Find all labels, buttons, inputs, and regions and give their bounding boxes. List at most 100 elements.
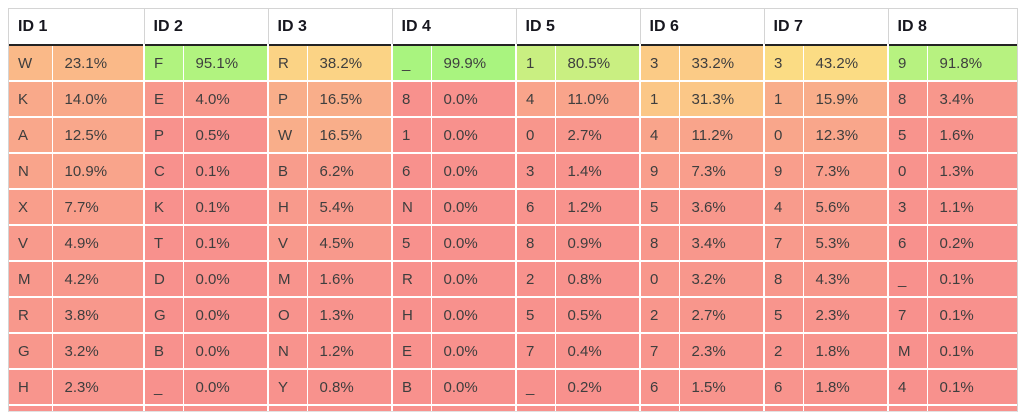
probability-cell: 5.6% bbox=[802, 188, 888, 225]
probability-cell: 43.2% bbox=[802, 45, 888, 81]
probability-cell: 0.0% bbox=[430, 332, 516, 369]
probability-cell: 7.3% bbox=[678, 152, 764, 189]
char-cell: H bbox=[391, 296, 431, 333]
probability-cell: 2.3% bbox=[802, 296, 888, 333]
char-cell: 9 bbox=[887, 45, 927, 81]
char-cell: 7 bbox=[887, 296, 927, 333]
char-cell bbox=[639, 404, 679, 411]
heatmap-table: ID 1 ID 2 ID 3 ID 4 ID 5 ID 6 ID 7 ID 8 W 23.1% F… bbox=[9, 9, 1017, 411]
probability-cell: 0.9% bbox=[554, 224, 640, 261]
char-cell: 7 bbox=[515, 332, 555, 369]
column-header: ID 8 bbox=[887, 9, 1017, 45]
char-cell: C bbox=[143, 152, 183, 189]
probability-cell: 10.9% bbox=[51, 152, 144, 189]
probability-cell: 7.3% bbox=[802, 152, 888, 189]
probability-cell: 16.5% bbox=[306, 80, 392, 117]
table-row: R 3.8% G 0.0% O 1.3% H 0.0% 5 0.5% 2 2.7% 5 2.3% 7 0.1% bbox=[9, 296, 1017, 333]
char-cell: 2 bbox=[515, 260, 555, 297]
table-row: W 23.1% F 95.1% R 38.2% _ 99.9% 1 80.5% 3 33.2% 3 43.… bbox=[9, 45, 1017, 81]
char-cell bbox=[515, 404, 555, 411]
probability-cell: 23.1% bbox=[51, 45, 144, 81]
clipped-row bbox=[9, 404, 1017, 411]
char-cell: 6 bbox=[391, 152, 431, 189]
probability-cell: 0.0% bbox=[430, 368, 516, 405]
probability-cell: 0.1% bbox=[926, 368, 1017, 405]
char-cell: 9 bbox=[639, 152, 679, 189]
char-cell: T bbox=[143, 224, 183, 261]
char-cell: 2 bbox=[763, 332, 803, 369]
column-header: ID 5 bbox=[515, 9, 640, 45]
char-cell bbox=[887, 404, 927, 411]
probability-cell: 1.3% bbox=[306, 296, 392, 333]
char-cell: 9 bbox=[763, 152, 803, 189]
char-cell: K bbox=[143, 188, 183, 225]
probability-cell: 12.3% bbox=[802, 116, 888, 153]
char-cell: B bbox=[391, 368, 431, 405]
char-cell: M bbox=[887, 332, 927, 369]
char-cell bbox=[391, 404, 431, 411]
probability-cell: 80.5% bbox=[554, 45, 640, 81]
char-cell: N bbox=[9, 152, 52, 189]
probability-cell: 0.0% bbox=[430, 224, 516, 261]
char-cell: G bbox=[143, 296, 183, 333]
char-cell: _ bbox=[887, 260, 927, 297]
char-cell: 6 bbox=[515, 188, 555, 225]
char-cell: M bbox=[9, 260, 52, 297]
char-cell: _ bbox=[515, 368, 555, 405]
table-row: A 12.5% P 0.5% W 16.5% 1 0.0% 0 2.7% 4 11.2% 0 12.3% 5… bbox=[9, 116, 1017, 153]
probability-cell: 3.2% bbox=[51, 332, 144, 369]
probability-cell: 0.0% bbox=[430, 152, 516, 189]
char-cell: 8 bbox=[639, 224, 679, 261]
probability-cell: 0.0% bbox=[430, 116, 516, 153]
column-header: ID 6 bbox=[639, 9, 764, 45]
probability-cell: 6.2% bbox=[306, 152, 392, 189]
probability-cell: 4.9% bbox=[51, 224, 144, 261]
probability-cell: 5.3% bbox=[802, 224, 888, 261]
probability-cell: 0.1% bbox=[926, 296, 1017, 333]
probability-cell: 0.0% bbox=[430, 188, 516, 225]
probability-cell: 1.5% bbox=[678, 368, 764, 405]
probability-cell: 2.3% bbox=[51, 368, 144, 405]
probability-cell: 11.2% bbox=[678, 116, 764, 153]
probability-cell: 31.3% bbox=[678, 80, 764, 117]
table-row: V 4.9% T 0.1% V 4.5% 5 0.0% 8 0.9% 8 3.4% 7 5.3% 6 0.2% bbox=[9, 224, 1017, 261]
probability-cell: 7.7% bbox=[51, 188, 144, 225]
probability-cell: 0.0% bbox=[430, 296, 516, 333]
probability-cell: 0.1% bbox=[926, 332, 1017, 369]
probability-cell bbox=[51, 404, 144, 411]
char-cell: A bbox=[9, 116, 52, 153]
probability-cell: 1.3% bbox=[926, 152, 1017, 189]
char-cell: 5 bbox=[515, 296, 555, 333]
char-cell: 7 bbox=[639, 332, 679, 369]
char-cell: 0 bbox=[763, 116, 803, 153]
probability-cell: 4.5% bbox=[306, 224, 392, 261]
table-row: N 10.9% C 0.1% B 6.2% 6 0.0% 3 1.4% 9 7.3% 9 7.3% 0 1.3… bbox=[9, 152, 1017, 189]
probability-cell: 3.4% bbox=[678, 224, 764, 261]
char-cell: V bbox=[9, 224, 52, 261]
char-cell: B bbox=[143, 332, 183, 369]
probability-cell: 0.2% bbox=[554, 368, 640, 405]
probability-cell bbox=[926, 404, 1017, 411]
probability-cell: 16.5% bbox=[306, 116, 392, 153]
probability-cell: 4.3% bbox=[802, 260, 888, 297]
char-cell bbox=[763, 404, 803, 411]
probability-cell: 14.0% bbox=[51, 80, 144, 117]
probability-cell: 0.0% bbox=[430, 260, 516, 297]
header-row: ID 1 ID 2 ID 3 ID 4 ID 5 ID 6 ID 7 ID 8 bbox=[9, 9, 1017, 45]
char-cell: V bbox=[267, 224, 307, 261]
char-cell: H bbox=[267, 188, 307, 225]
char-cell: 1 bbox=[515, 45, 555, 81]
probability-cell: 99.9% bbox=[430, 45, 516, 81]
probability-cell: 33.2% bbox=[678, 45, 764, 81]
char-cell: K bbox=[9, 80, 52, 117]
probability-cell: 3.6% bbox=[678, 188, 764, 225]
probability-cell: 3.4% bbox=[926, 80, 1017, 117]
column-header: ID 3 bbox=[267, 9, 392, 45]
char-cell: E bbox=[143, 80, 183, 117]
char-cell: 2 bbox=[639, 296, 679, 333]
char-cell: 5 bbox=[887, 116, 927, 153]
probability-cell: 0.1% bbox=[182, 224, 268, 261]
probability-cell: 0.1% bbox=[182, 152, 268, 189]
char-cell: F bbox=[143, 45, 183, 81]
char-cell: N bbox=[267, 332, 307, 369]
